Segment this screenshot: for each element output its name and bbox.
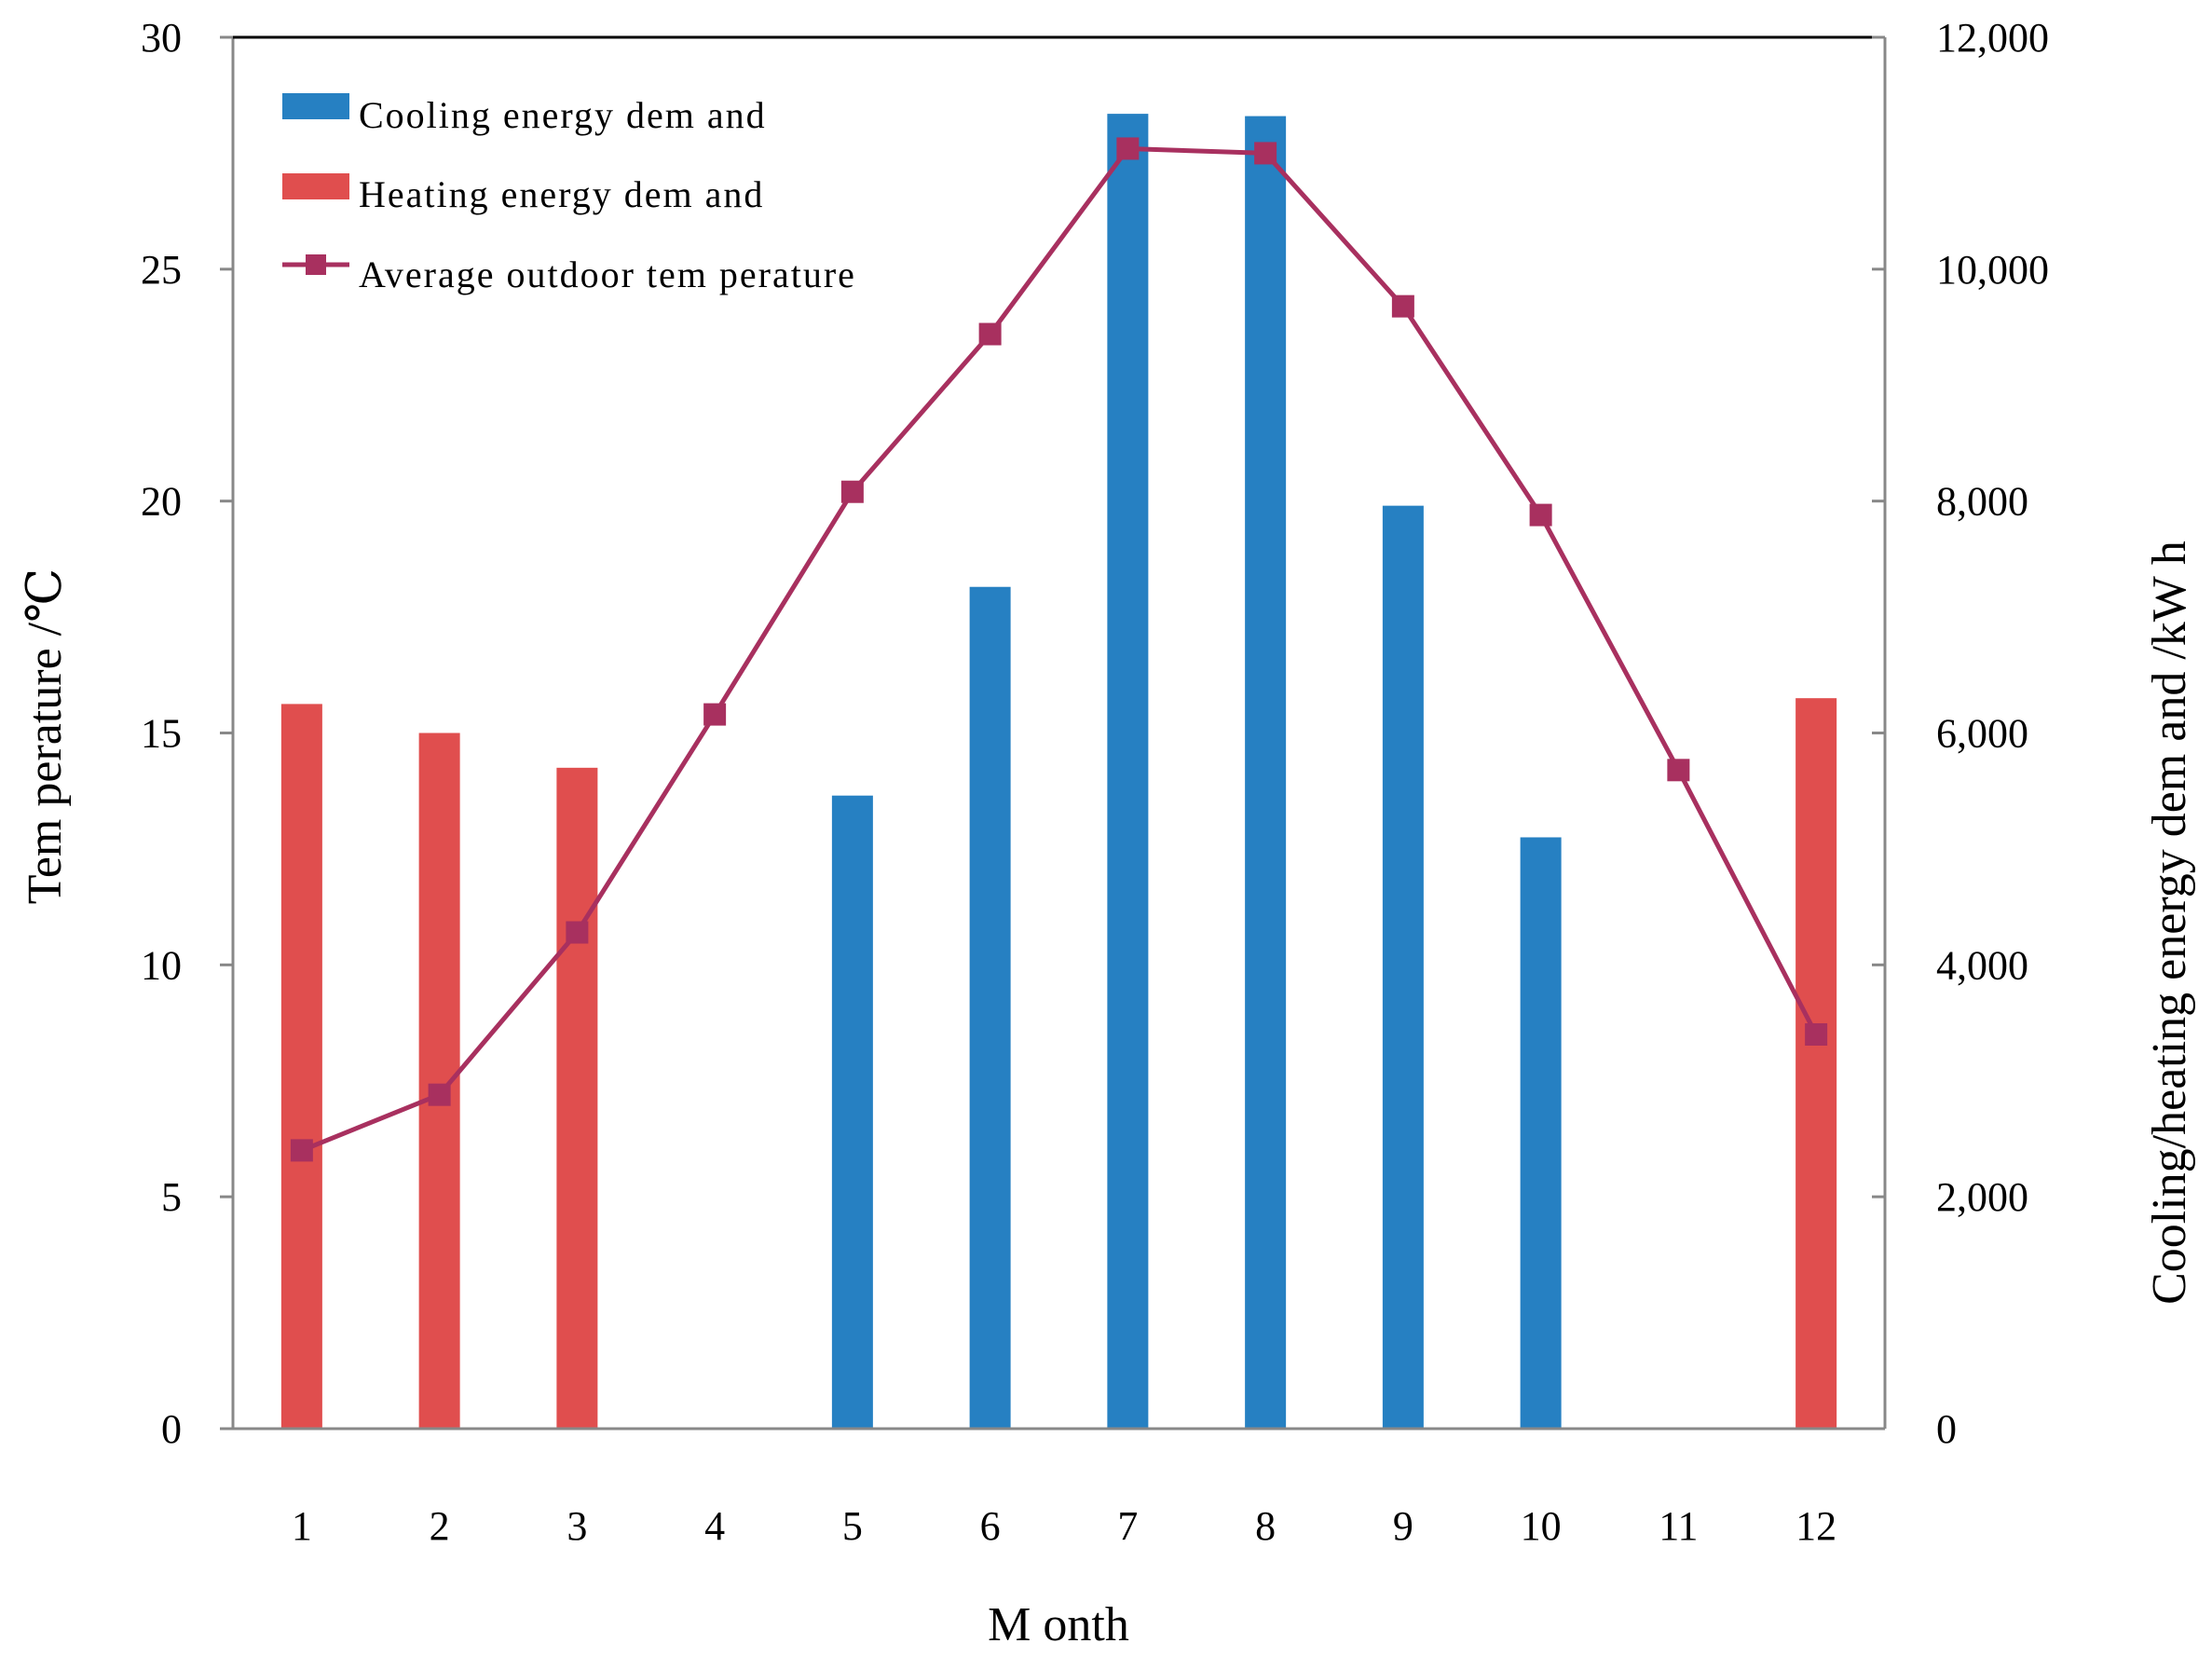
heating-bar (280, 704, 322, 1429)
legend-swatch-cooling (282, 93, 349, 119)
legend: Cooling energy dem and Heating energy de… (282, 93, 856, 295)
x-tick-label: 5 (842, 1503, 863, 1549)
temperature-point (290, 1139, 313, 1162)
x-axis: 1 2 3 4 5 6 7 8 9 10 11 12 (292, 1503, 1837, 1549)
x-tick-label: 8 (1255, 1503, 1276, 1549)
x-tick-label: 1 (292, 1503, 312, 1549)
legend-label-cooling: Cooling energy dem and (359, 94, 767, 136)
cooling-bar (1107, 114, 1149, 1430)
right-tick-label: 10,000 (1936, 247, 2049, 293)
x-tick-label: 11 (1659, 1503, 1698, 1549)
temperature-line (300, 145, 1819, 1153)
left-tick-label: 15 (141, 711, 182, 757)
temperature-point (703, 703, 727, 726)
x-tick-label: 12 (1796, 1503, 1837, 1549)
temperature-point (428, 1083, 451, 1106)
temperature-point (1667, 759, 1690, 782)
cooling-bar (1520, 837, 1562, 1429)
temperature-point (1116, 137, 1140, 160)
cooling-bar (831, 795, 873, 1429)
x-tick-label: 2 (430, 1503, 450, 1549)
x-tick-label: 9 (1393, 1503, 1413, 1549)
temperature-point (840, 480, 864, 503)
right-tick-label: 2,000 (1936, 1174, 2028, 1220)
temperature-point (1805, 1022, 1828, 1046)
left-tick-label: 10 (141, 942, 182, 988)
heating-bar (556, 767, 598, 1429)
right-tick-label: 12,000 (1936, 15, 2049, 61)
line-layer (290, 137, 1828, 1162)
left-tick-label: 5 (161, 1174, 182, 1220)
left-tick-label: 30 (141, 15, 182, 61)
cooling-bar (1382, 505, 1424, 1429)
right-tick-label: 8,000 (1936, 479, 2028, 525)
cooling-bar (1245, 116, 1287, 1430)
left-y-axis: 0 5 10 15 20 25 30 (141, 15, 233, 1452)
temperature-point (1529, 503, 1552, 527)
cooling-bar (969, 586, 1011, 1429)
left-tick-label: 25 (141, 247, 182, 293)
x-tick-label: 7 (1117, 1503, 1138, 1549)
left-y-axis-title: Tem perature /℃ (19, 568, 72, 905)
right-tick-label: 6,000 (1936, 711, 2028, 757)
x-tick-label: 3 (567, 1503, 587, 1549)
temperature-point (978, 322, 1002, 346)
x-axis-title: M onth (988, 1598, 1129, 1651)
legend-label-heating: Heating energy dem and (359, 173, 764, 215)
temperature-point (1254, 142, 1277, 165)
temperature-point (1391, 294, 1414, 318)
left-tick-label: 0 (161, 1406, 182, 1452)
x-tick-label: 6 (980, 1503, 1001, 1549)
bars-layer (280, 114, 1837, 1430)
right-y-axis-title: Cooling/heating energy dem and /kW h (2143, 541, 2196, 1305)
right-tick-label: 0 (1936, 1406, 1957, 1452)
x-tick-label: 4 (704, 1503, 725, 1549)
right-y-axis: 0 2,000 4,000 6,000 8,000 10,000 12,000 (1872, 15, 2049, 1452)
legend-label-temperature: Average outdoor tem perature (359, 253, 856, 295)
legend-swatch-heating (282, 173, 349, 199)
left-tick-label: 20 (141, 479, 182, 525)
temperature-point (566, 921, 589, 944)
right-tick-label: 4,000 (1936, 942, 2028, 988)
legend-swatch-temperature-marker (306, 254, 326, 275)
heating-bar (1796, 698, 1837, 1429)
x-tick-label: 10 (1521, 1503, 1562, 1549)
